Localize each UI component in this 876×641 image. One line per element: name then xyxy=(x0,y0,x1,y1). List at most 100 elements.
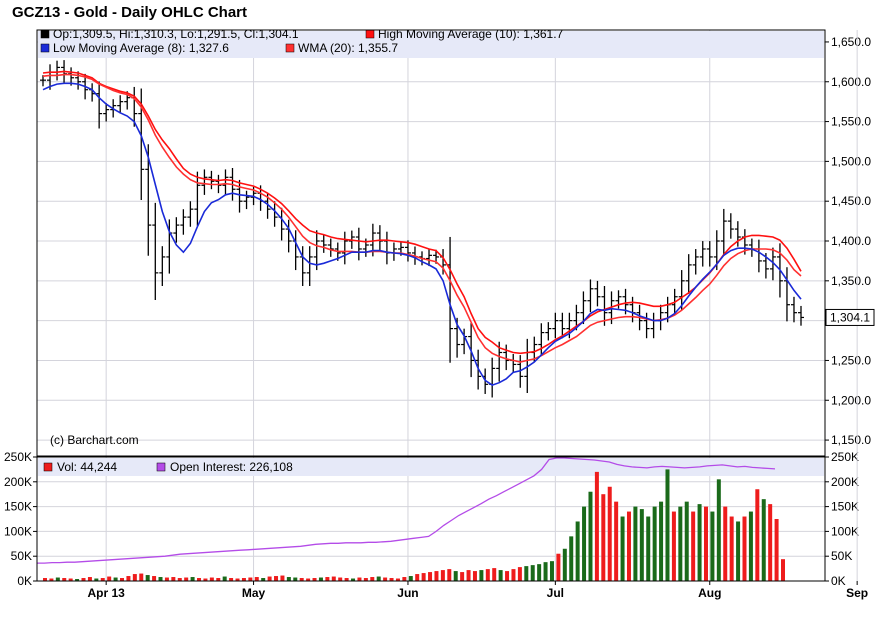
ohlc-bar xyxy=(201,169,208,195)
ohlc-bar xyxy=(40,75,46,87)
volume-bar xyxy=(49,578,54,581)
volume-bar xyxy=(485,569,490,581)
volume-bar xyxy=(729,516,734,581)
ohlc-bar xyxy=(187,201,194,227)
ohlc-bar xyxy=(678,270,685,310)
volume-bar xyxy=(87,577,92,581)
volume-bar xyxy=(614,501,619,581)
volume-bar xyxy=(357,577,362,581)
volume-bar xyxy=(171,577,176,581)
volume-bar xyxy=(421,573,426,581)
ohlc-bar xyxy=(727,213,734,239)
volume-bar xyxy=(594,471,599,581)
ohlc-bar xyxy=(692,249,699,275)
price-tick-label: 1,500.0 xyxy=(831,154,871,168)
volume-bar xyxy=(684,501,689,581)
legend-open-interest: Open Interest: 226,108 xyxy=(170,460,293,474)
wma-line xyxy=(42,73,802,363)
month-label: Sep xyxy=(846,586,868,600)
ohlc-bar xyxy=(552,312,559,339)
volume-tick-label-right: 150K xyxy=(831,500,859,514)
chart-title: GCZ13 - Gold - Daily OHLC Chart xyxy=(12,4,248,21)
legend-swatch xyxy=(365,29,375,39)
volume-bar xyxy=(466,570,471,581)
volume-bar xyxy=(312,578,317,581)
legend-swatch xyxy=(285,43,295,53)
legend-swatch xyxy=(40,29,50,39)
price-tick-label: 1,400.0 xyxy=(831,234,871,248)
volume-bar xyxy=(607,486,612,581)
volume-bar xyxy=(460,572,465,581)
ohlc-bar xyxy=(538,323,545,356)
month-label: Jun xyxy=(397,586,418,600)
price-tick-label: 1,450.0 xyxy=(831,194,871,208)
volume-tick-label-right: 200K xyxy=(831,475,859,489)
price-tick-label: 1,600.0 xyxy=(831,75,871,89)
ohlc-bar xyxy=(545,322,552,341)
volume-bar xyxy=(190,577,195,581)
volume-bar xyxy=(472,571,477,581)
volume-bar xyxy=(755,489,760,581)
volume-bar xyxy=(601,494,606,581)
volume-bar xyxy=(748,511,753,581)
volume-bar xyxy=(331,576,336,581)
volume-bar xyxy=(383,577,388,581)
ohlc-bar xyxy=(306,246,313,286)
ohlc-bar xyxy=(320,234,327,253)
volume-bar xyxy=(209,577,214,581)
volume-bar xyxy=(479,570,484,581)
volume-bar xyxy=(768,504,773,581)
volume-bar xyxy=(351,578,356,581)
volume-bar xyxy=(569,536,574,581)
volume-bar xyxy=(575,521,580,581)
volume-bar xyxy=(75,579,80,581)
volume-bar xyxy=(197,578,202,581)
ohlc-bar xyxy=(103,103,110,122)
volume-legend-band xyxy=(38,458,824,476)
volume-bar xyxy=(261,578,266,581)
ohlc-bar xyxy=(341,231,348,265)
volume-bar xyxy=(524,566,529,581)
volume-tick-label-left: 100K xyxy=(4,524,32,538)
volume-tick-label-left: 150K xyxy=(4,500,32,514)
ohlc-bar xyxy=(152,202,159,301)
legend-swatch xyxy=(40,43,50,53)
volume-bar xyxy=(723,506,728,581)
volume-bar xyxy=(55,577,60,581)
volume-bar xyxy=(113,577,118,581)
volume-bar xyxy=(408,576,413,581)
volume-bar xyxy=(665,469,670,581)
volume-bar xyxy=(703,506,708,581)
price-tick-label: 1,150.0 xyxy=(831,433,871,447)
volume-bar xyxy=(415,574,420,581)
legend-swatch-oi xyxy=(156,462,166,472)
ohlc-bar xyxy=(587,279,594,313)
ohlc-bar xyxy=(720,208,727,256)
volume-bar xyxy=(742,516,747,581)
price-tick-label: 1,650.0 xyxy=(831,35,871,49)
ohlc-bar xyxy=(798,305,804,326)
last-price-label: 1,304.1 xyxy=(830,310,870,324)
volume-bar xyxy=(286,577,291,581)
price-panel-bg xyxy=(37,30,825,456)
volume-bar xyxy=(453,571,458,581)
volume-bar xyxy=(646,516,651,581)
volume-bar xyxy=(120,578,125,581)
volume-panel-frame xyxy=(36,456,826,582)
volume-bar xyxy=(537,564,542,581)
volume-bar xyxy=(280,575,285,581)
volume-bar xyxy=(639,509,644,581)
volume-bar xyxy=(100,578,105,581)
legend-entry: High Moving Average (10): 1,361.7 xyxy=(378,27,564,41)
volume-bar xyxy=(274,576,279,581)
volume-bar xyxy=(267,576,272,581)
volume-bar xyxy=(395,578,400,581)
legend-entry: Op:1,309.5, Hi:1,310.3, Lo:1,291.5, Cl:1… xyxy=(53,27,299,41)
volume-bar xyxy=(81,578,86,581)
ohlc-bar xyxy=(685,254,692,294)
month-label: Jul xyxy=(547,586,564,600)
volume-bar xyxy=(248,577,253,581)
volume-bar xyxy=(306,578,311,581)
volume-bar xyxy=(62,578,67,581)
